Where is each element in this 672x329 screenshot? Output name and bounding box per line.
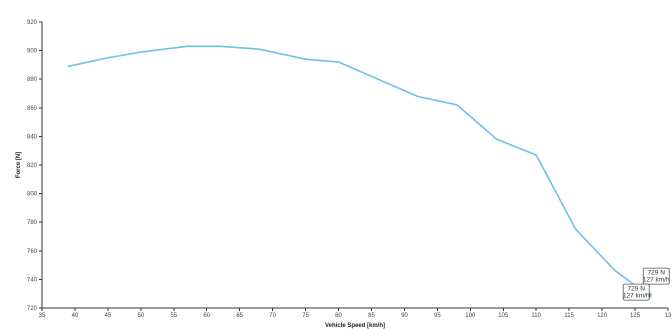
x-tick-label: 115 <box>564 313 574 319</box>
x-tick-label: 60 <box>203 313 210 319</box>
x-tick-label: 120 <box>597 313 608 319</box>
x-tick-label: 90 <box>401 313 408 319</box>
x-tick-label: 80 <box>335 313 342 319</box>
y-tick-label: 800 <box>27 192 38 198</box>
y-tick-label: 840 <box>27 134 38 140</box>
x-axis-title: Vehicle Speed [km/h] <box>325 323 385 329</box>
y-tick-label: 720 <box>27 306 38 312</box>
y-tick-label: 820 <box>27 163 38 169</box>
tooltip-line: 729 N <box>648 270 666 277</box>
x-tick-label: 13 <box>665 313 672 319</box>
x-tick-label: 95 <box>434 313 441 319</box>
y-tick-label: 900 <box>27 49 38 55</box>
data-point[interactable] <box>337 61 339 63</box>
x-tick-label: 100 <box>465 313 476 319</box>
series-line <box>67 45 650 296</box>
tooltip-line: 127 km/h <box>623 292 650 299</box>
data-point[interactable] <box>377 78 379 80</box>
y-tick-label: 740 <box>27 277 38 283</box>
data-point[interactable] <box>186 45 188 47</box>
data-point[interactable] <box>258 48 260 50</box>
data-point[interactable] <box>219 45 221 47</box>
x-ticks: 35 40 45 50 55 60 65 70 75 80 85 90 95 100 105 110 115 12… <box>39 308 672 319</box>
y-tick-label: 760 <box>27 249 38 255</box>
x-tick-label: 105 <box>498 313 509 319</box>
x-tick-label: 85 <box>368 313 375 319</box>
data-points <box>67 45 652 299</box>
axes-layer <box>41 22 668 309</box>
tooltip-line: 127 km/h <box>643 276 670 283</box>
x-tick-label: 50 <box>137 313 144 319</box>
data-point[interactable] <box>304 58 306 60</box>
x-tick-label: 40 <box>72 313 79 319</box>
data-point[interactable] <box>416 95 418 97</box>
x-tick-label: 125 <box>630 313 641 319</box>
y-tick-label: 780 <box>27 220 38 226</box>
y-ticks: 720 740 760 780 800 820 840 860 880 900 920 <box>27 20 42 312</box>
x-tick-label: 35 <box>39 313 46 319</box>
tooltip-box <box>642 267 670 285</box>
data-point[interactable] <box>107 57 109 59</box>
x-tick-label: 75 <box>302 313 309 319</box>
x-tick-label: 55 <box>170 313 177 319</box>
y-tick-label: 920 <box>27 20 38 26</box>
x-tick-label: 45 <box>105 313 112 319</box>
data-point[interactable] <box>67 65 69 67</box>
tooltip-line: 729 N <box>628 286 646 293</box>
x-tick-label: 65 <box>236 313 243 319</box>
x-tick-label: 110 <box>531 313 541 319</box>
data-point[interactable] <box>575 228 577 230</box>
data-point[interactable] <box>140 51 142 53</box>
y-tick-label: 860 <box>27 106 38 112</box>
data-point[interactable] <box>495 138 497 140</box>
data-point[interactable] <box>614 270 616 272</box>
data-point[interactable] <box>456 104 458 106</box>
tooltip-box <box>622 283 650 301</box>
y-tick-label: 880 <box>27 77 38 83</box>
x-tick-label: 70 <box>269 313 276 319</box>
y-axis-title: Force [N] <box>16 152 22 178</box>
data-point[interactable] <box>535 154 537 156</box>
